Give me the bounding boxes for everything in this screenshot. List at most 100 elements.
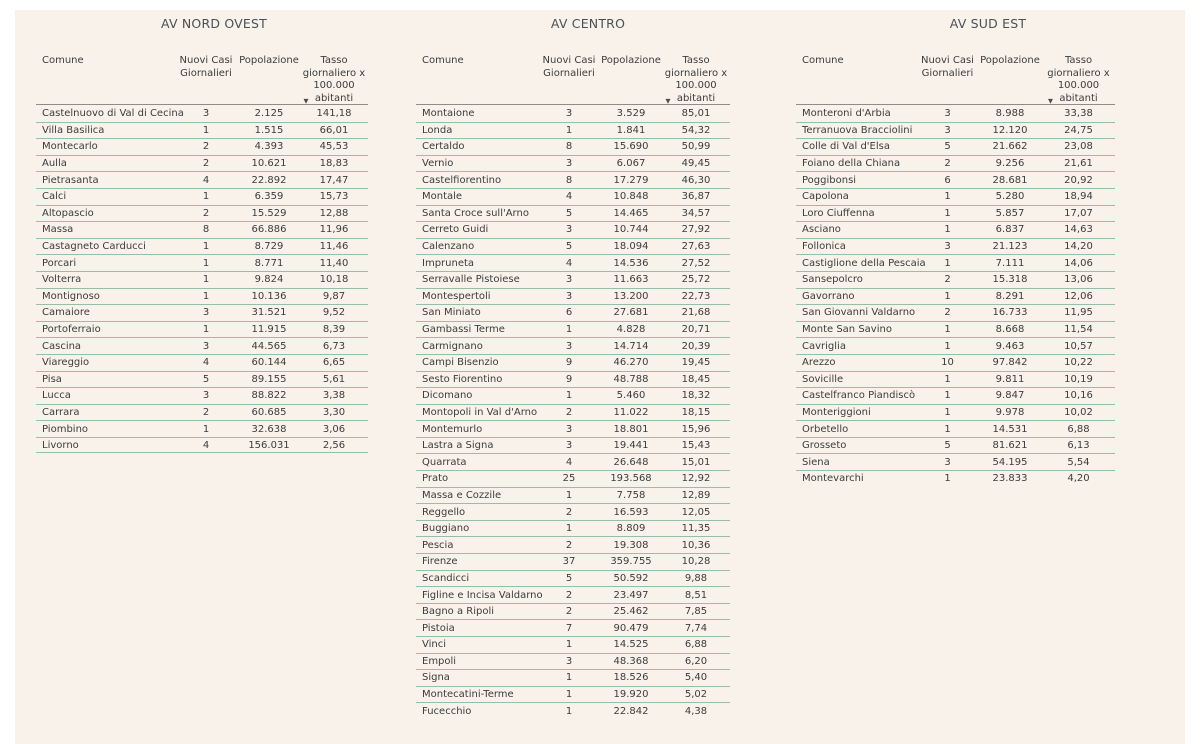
column-header-popolazione[interactable]: Popolazione (980, 55, 1040, 66)
tasso-cell: 14,63 (1064, 224, 1093, 236)
column-header-tasso[interactable]: Tasso giornaliero x 100.000 abitanti ▼ (1047, 55, 1110, 105)
comune-cell: Monteriggioni (802, 406, 871, 418)
column-header-comune[interactable]: Comune (802, 55, 844, 66)
nuovi-casi-cell: 1 (565, 489, 573, 501)
column-header-nuovi-casi[interactable]: Nuovi Casi Giornalieri (921, 55, 974, 79)
table-row: Carrara 2 60.685 3,30 (36, 403, 368, 421)
nuovi-casi-cell: 4 (202, 357, 210, 369)
nuovi-casi-cell: 1 (565, 523, 573, 535)
popolazione-cell: 48.788 (613, 373, 649, 385)
comune-cell: Gambassi Terme (422, 324, 505, 336)
column-header-tasso[interactable]: Tasso giornaliero x 100.000 abitanti ▼ (664, 55, 728, 105)
comune-cell: Reggello (422, 506, 466, 518)
column-header-popolazione[interactable]: Popolazione (239, 55, 299, 66)
popolazione-cell: 28.681 (992, 174, 1028, 186)
tasso-cell: 46,30 (681, 174, 711, 186)
tasso-cell: 5,40 (684, 672, 708, 684)
popolazione-cell: 18.094 (613, 241, 649, 253)
tasso-cell: 8,39 (322, 324, 346, 336)
comune-cell: Montecatini-Terme (422, 689, 514, 701)
sort-descending-icon[interactable]: ▼ (665, 97, 671, 105)
comune-cell: Volterra (42, 274, 82, 286)
tasso-cell: 18,15 (681, 406, 711, 418)
comune-cell: Castagneto Carducci (42, 241, 146, 253)
popolazione-cell: 7.111 (995, 257, 1025, 269)
table-row: Massa e Cozzile 1 7.758 12,89 (416, 486, 730, 504)
table-row: Follonica 3 21.123 14,20 (796, 237, 1115, 255)
popolazione-cell: 2.125 (254, 107, 284, 119)
column-header-comune[interactable]: Comune (422, 55, 464, 66)
tasso-cell: 6,13 (1067, 440, 1090, 452)
table-row: Santa Croce sull'Arno 5 14.465 34,57 (416, 204, 730, 222)
nuovi-casi-cell: 3 (944, 241, 951, 253)
comune-cell: Pistoia (422, 622, 455, 634)
sort-descending-icon[interactable]: ▼ (1048, 97, 1053, 105)
table-row: Impruneta 4 14.536 27,52 (416, 254, 730, 271)
nuovi-casi-cell: 3 (202, 307, 210, 319)
table-row: San Giovanni Valdarno 2 16.733 11,95 (796, 304, 1115, 321)
comune-cell: Castelfranco Piandiscò (802, 390, 916, 402)
tasso-cell: 14,06 (1064, 257, 1093, 269)
nuovi-casi-cell: 1 (565, 705, 573, 717)
column-header-popolazione[interactable]: Popolazione (601, 55, 661, 66)
tasso-cell: 19,45 (681, 357, 711, 369)
popolazione-cell: 23.497 (613, 589, 649, 601)
table-row: Castelfranco Piandiscò 1 9.847 10,16 (796, 387, 1115, 404)
table-row: Firenze 37 359.755 10,28 (416, 553, 730, 570)
tasso-cell: 7,74 (684, 622, 708, 634)
popolazione-cell: 27.681 (613, 307, 649, 319)
tasso-cell: 4,38 (684, 705, 708, 717)
popolazione-cell: 5.857 (995, 207, 1025, 219)
nuovi-casi-cell: 1 (202, 324, 210, 336)
tasso-cell: 6,65 (322, 357, 346, 369)
table-row: Terranuova Bracciolini 3 12.120 24,75 (796, 121, 1115, 139)
nuovi-casi-cell: 4 (565, 257, 573, 269)
column-header-nuovi-casi[interactable]: Nuovi Casi Giornalieri (179, 55, 233, 79)
table-row: Montecatini-Terme 1 19.920 5,02 (416, 685, 730, 703)
nuovi-casi-cell: 1 (944, 373, 951, 385)
popolazione-cell: 15.529 (251, 207, 287, 219)
comune-cell: Altopascio (42, 207, 94, 219)
comune-cell: Montignoso (42, 290, 100, 302)
column-header-tasso[interactable]: Tasso giornaliero x 100.000 abitanti ▼ (302, 55, 366, 105)
popolazione-cell: 359.755 (610, 556, 652, 568)
nuovi-casi-cell: 37 (562, 556, 576, 568)
column-header-comune[interactable]: Comune (42, 55, 84, 66)
table-row: Scandicci 5 50.592 9,88 (416, 569, 730, 587)
nuovi-casi-cell: 3 (565, 107, 573, 119)
nuovi-casi-cell: 3 (565, 158, 573, 170)
sort-descending-icon[interactable]: ▼ (303, 97, 309, 105)
tasso-cell: 6,88 (1067, 423, 1090, 435)
table-row: Porcari 1 8.771 11,40 (36, 254, 368, 271)
table-row: Pescia 2 19.308 10,36 (416, 536, 730, 553)
table-row: Monteriggioni 1 9.978 10,02 (796, 403, 1115, 421)
tasso-cell: 6,73 (322, 340, 346, 352)
comune-cell: Camaiore (42, 307, 90, 319)
nuovi-casi-cell: 2 (202, 158, 210, 170)
nuovi-casi-cell: 1 (202, 257, 210, 269)
popolazione-cell: 8.668 (995, 324, 1025, 336)
table-row: Viareggio 4 60.144 6,65 (36, 353, 368, 371)
column-header-nuovi-casi[interactable]: Nuovi Casi Giornalieri (542, 55, 596, 79)
popolazione-cell: 66.886 (251, 224, 287, 236)
comune-cell: Livorno (42, 439, 79, 451)
comune-cell: Cavriglia (802, 340, 846, 352)
table-row: Grosseto 5 81.621 6,13 (796, 436, 1115, 454)
comune-cell: Montale (422, 191, 463, 203)
nuovi-casi-cell: 3 (565, 655, 573, 667)
table-row: Lastra a Signa 3 19.441 15,43 (416, 436, 730, 454)
nuovi-casi-cell: 1 (944, 406, 951, 418)
nuovi-casi-cell: 3 (202, 107, 210, 119)
nuovi-casi-cell: 9 (565, 357, 573, 369)
tasso-cell: 11,46 (319, 241, 349, 253)
popolazione-cell: 3.529 (616, 107, 646, 119)
sheet-av-sud-est: AV SUD EST Comune Nuovi Casi Giornalieri… (796, 10, 1180, 744)
nuovi-casi-cell: 3 (202, 390, 210, 402)
popolazione-cell: 22.842 (613, 705, 649, 717)
popolazione-cell: 15.318 (992, 274, 1028, 286)
table-row: Piombino 1 32.638 3,06 (36, 420, 368, 437)
comune-cell: Castelnuovo di Val di Cecina (42, 107, 184, 119)
tasso-cell: 21,68 (681, 307, 711, 319)
nuovi-casi-cell: 5 (565, 207, 573, 219)
popolazione-cell: 32.638 (251, 423, 287, 435)
